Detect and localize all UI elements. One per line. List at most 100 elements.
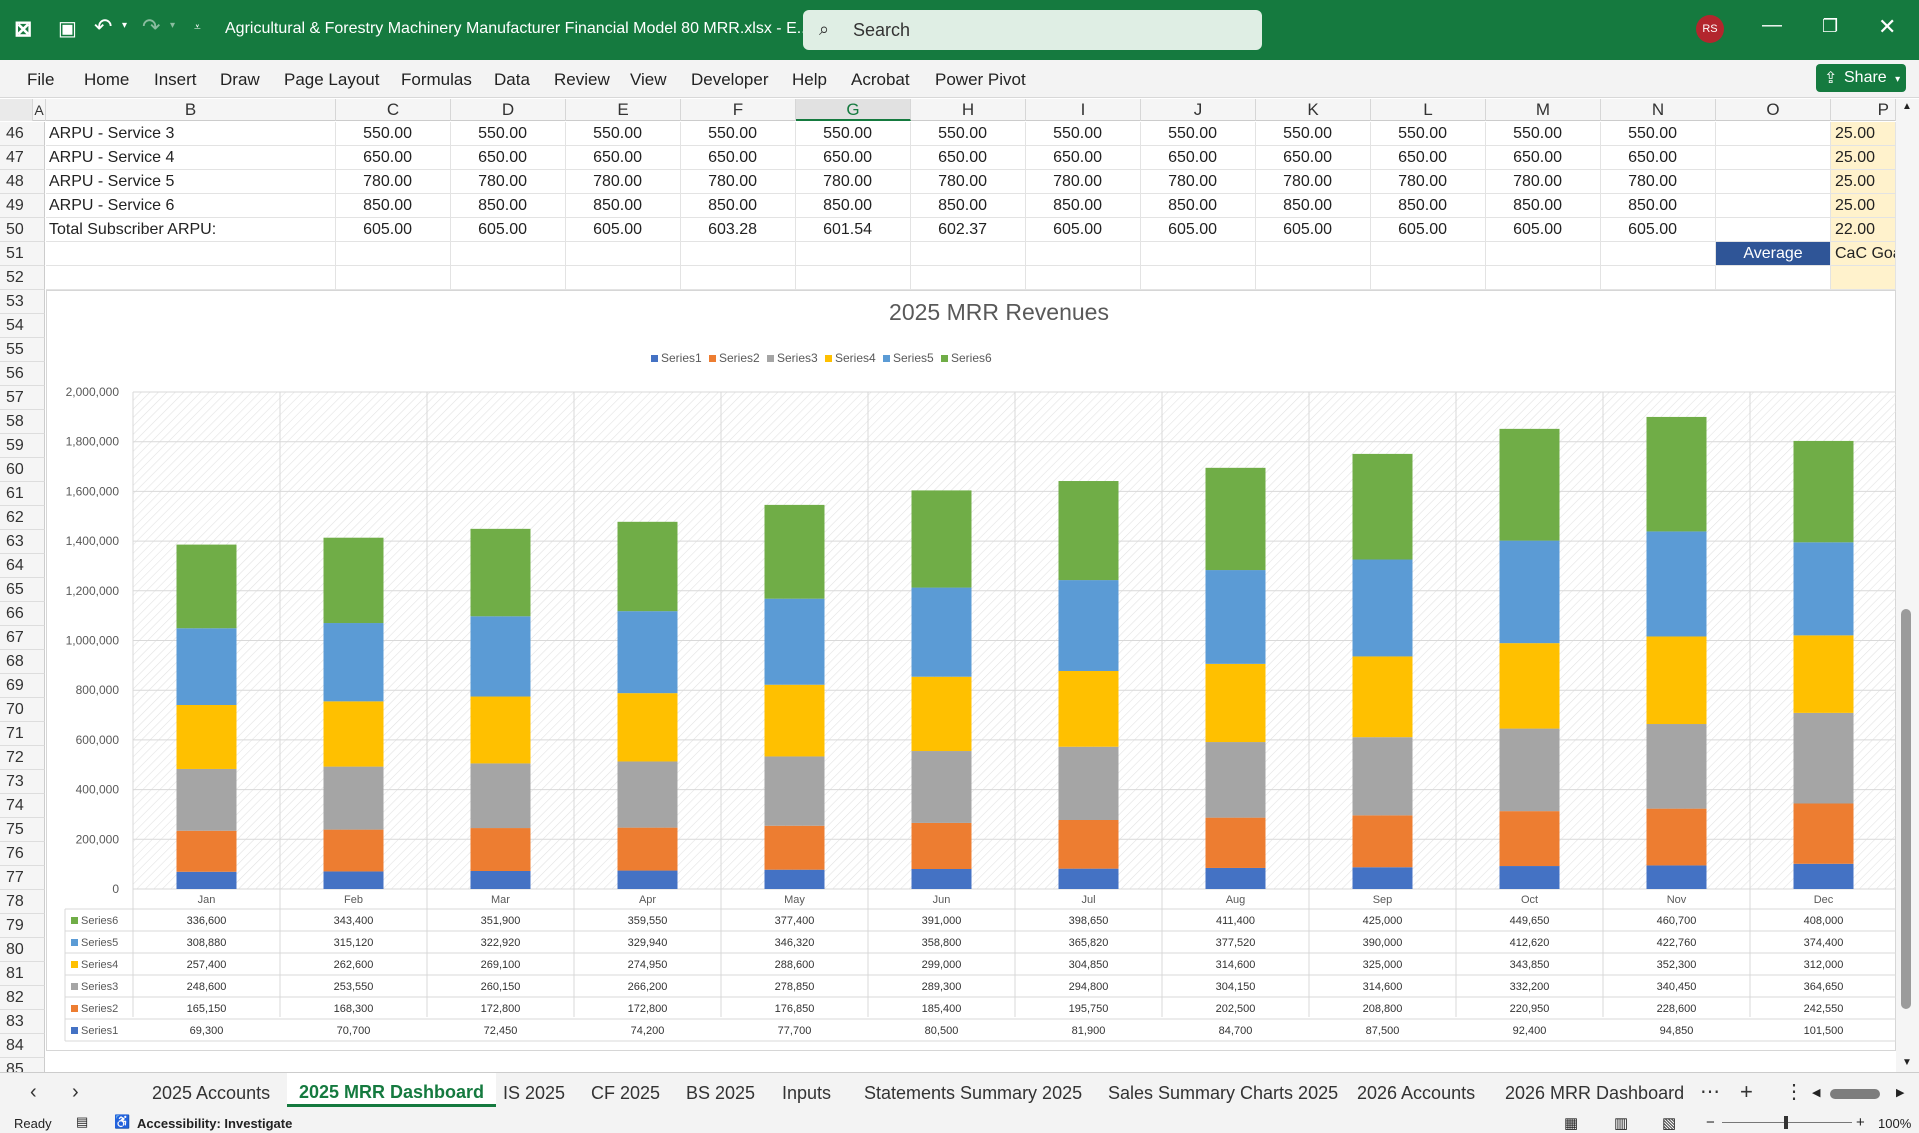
- value-cell[interactable]: 780.00: [681, 170, 796, 194]
- average-label-cell[interactable]: Average: [1716, 242, 1831, 266]
- value-cell[interactable]: 650.00: [1026, 146, 1141, 170]
- row-header[interactable]: 73: [0, 770, 45, 794]
- undo-dropdown-icon[interactable]: ▾: [122, 20, 128, 31]
- row-header[interactable]: 76: [0, 842, 45, 866]
- row-header[interactable]: 64: [0, 554, 45, 578]
- p-column-cell[interactable]: 25.00: [1831, 146, 1896, 170]
- mrr-revenue-chart[interactable]: 2025 MRR Revenues 2,000,000 1,800,000 1,60…: [46, 290, 1898, 1051]
- row-header[interactable]: 70: [0, 698, 45, 722]
- menu-view[interactable]: View: [630, 70, 667, 89]
- empty-cell[interactable]: [1141, 266, 1256, 290]
- customize-toolbar-icon[interactable]: ⩡: [194, 20, 201, 34]
- row-header[interactable]: 48: [0, 170, 45, 194]
- value-cell[interactable]: 650.00: [336, 146, 451, 170]
- scroll-thumb[interactable]: [1901, 609, 1911, 1009]
- column-header-i[interactable]: I: [1026, 99, 1141, 121]
- share-button[interactable]: ⇪ Share ▾: [1816, 64, 1906, 92]
- empty-cell[interactable]: [1601, 242, 1716, 266]
- row-header[interactable]: 78: [0, 890, 45, 914]
- value-cell[interactable]: 780.00: [1371, 170, 1486, 194]
- empty-cell[interactable]: [1486, 266, 1601, 290]
- menu-insert[interactable]: Insert: [154, 70, 197, 89]
- column-header-l[interactable]: L: [1371, 99, 1486, 121]
- column-header-p[interactable]: P: [1831, 99, 1896, 121]
- value-cell[interactable]: 605.00: [1601, 218, 1716, 242]
- tab-2026-mrr-dashboard[interactable]: 2026 MRR Dashboard: [1505, 1083, 1685, 1103]
- row-header[interactable]: 83: [0, 1010, 45, 1034]
- value-cell[interactable]: 650.00: [1601, 146, 1716, 170]
- value-cell[interactable]: 650.00: [566, 146, 681, 170]
- empty-cell[interactable]: [1716, 194, 1831, 218]
- row-label[interactable]: ARPU - Service 4: [46, 146, 336, 170]
- save-icon[interactable]: ▣: [58, 18, 77, 40]
- p-column-cell[interactable]: 25.00: [1831, 194, 1896, 218]
- empty-cell[interactable]: [566, 242, 681, 266]
- row-header[interactable]: 81: [0, 962, 45, 986]
- empty-cell[interactable]: [1716, 122, 1831, 146]
- vertical-scrollbar[interactable]: ▲ ▼: [1896, 99, 1919, 1072]
- zoom-in-icon[interactable]: +: [1856, 1114, 1865, 1131]
- empty-cell[interactable]: [336, 242, 451, 266]
- sheet-options-icon[interactable]: ⋮: [1784, 1081, 1804, 1103]
- value-cell[interactable]: 650.00: [681, 146, 796, 170]
- value-cell[interactable]: 780.00: [1256, 170, 1371, 194]
- more-sheets-icon[interactable]: ⋯: [1700, 1081, 1720, 1103]
- empty-cell[interactable]: [681, 242, 796, 266]
- value-cell[interactable]: 850.00: [1026, 194, 1141, 218]
- value-cell[interactable]: 850.00: [911, 194, 1026, 218]
- scroll-down-icon[interactable]: ▼: [1902, 1057, 1912, 1068]
- menu-data[interactable]: Data: [494, 70, 530, 89]
- row-header[interactable]: 68: [0, 650, 45, 674]
- value-cell[interactable]: 605.00: [336, 218, 451, 242]
- row-label[interactable]: ARPU - Service 3: [46, 122, 336, 146]
- value-cell[interactable]: 780.00: [566, 170, 681, 194]
- tab-inputs[interactable]: Inputs: [782, 1083, 832, 1103]
- tab-is-2025[interactable]: IS 2025: [503, 1083, 566, 1103]
- row-label[interactable]: Total Subscriber ARPU:: [46, 218, 336, 242]
- row-header[interactable]: 56: [0, 362, 45, 386]
- value-cell[interactable]: 550.00: [1371, 122, 1486, 146]
- empty-cell[interactable]: [1026, 266, 1141, 290]
- empty-cell[interactable]: [46, 242, 336, 266]
- empty-cell[interactable]: [911, 266, 1026, 290]
- row-header[interactable]: 84: [0, 1034, 45, 1058]
- value-cell[interactable]: 850.00: [566, 194, 681, 218]
- value-cell[interactable]: 605.00: [451, 218, 566, 242]
- empty-cell[interactable]: [681, 266, 796, 290]
- value-cell[interactable]: 780.00: [1026, 170, 1141, 194]
- column-header-a[interactable]: A: [33, 99, 46, 121]
- value-cell[interactable]: 850.00: [1601, 194, 1716, 218]
- row-header[interactable]: 61: [0, 482, 45, 506]
- column-header-j[interactable]: J: [1141, 99, 1256, 121]
- empty-cell[interactable]: [1716, 218, 1831, 242]
- value-cell[interactable]: 605.00: [566, 218, 681, 242]
- row-label[interactable]: ARPU - Service 5: [46, 170, 336, 194]
- empty-cell[interactable]: [1486, 242, 1601, 266]
- tab-sales-summary-charts-2025[interactable]: Sales Summary Charts 2025: [1108, 1083, 1339, 1103]
- row-header[interactable]: 71: [0, 722, 45, 746]
- menu-developer[interactable]: Developer: [691, 70, 769, 89]
- value-cell[interactable]: 650.00: [1141, 146, 1256, 170]
- tab-2026-accounts[interactable]: 2026 Accounts: [1357, 1083, 1476, 1103]
- row-header[interactable]: 82: [0, 986, 45, 1010]
- next-sheet-icon[interactable]: ›: [72, 1081, 79, 1103]
- menu-acrobat[interactable]: Acrobat: [851, 70, 910, 89]
- accessibility-status[interactable]: Accessibility: Investigate: [137, 1116, 293, 1131]
- column-header-k[interactable]: K: [1256, 99, 1371, 121]
- undo-icon[interactable]: ↶: [94, 14, 113, 39]
- row-header[interactable]: 77: [0, 866, 45, 890]
- empty-cell[interactable]: [796, 266, 911, 290]
- row-header[interactable]: 79: [0, 914, 45, 938]
- empty-cell[interactable]: [1026, 242, 1141, 266]
- menu-formulas[interactable]: Formulas: [401, 70, 472, 89]
- value-cell[interactable]: 650.00: [1486, 146, 1601, 170]
- empty-cell[interactable]: [1716, 266, 1831, 290]
- cac-goal-cell[interactable]: CaC Goa: [1831, 242, 1896, 266]
- empty-cell[interactable]: [451, 242, 566, 266]
- row-header[interactable]: 58: [0, 410, 45, 434]
- row-label[interactable]: ARPU - Service 6: [46, 194, 336, 218]
- empty-cell[interactable]: [451, 266, 566, 290]
- row-header[interactable]: 62: [0, 506, 45, 530]
- value-cell[interactable]: 603.28: [681, 218, 796, 242]
- zoom-out-icon[interactable]: −: [1706, 1114, 1715, 1131]
